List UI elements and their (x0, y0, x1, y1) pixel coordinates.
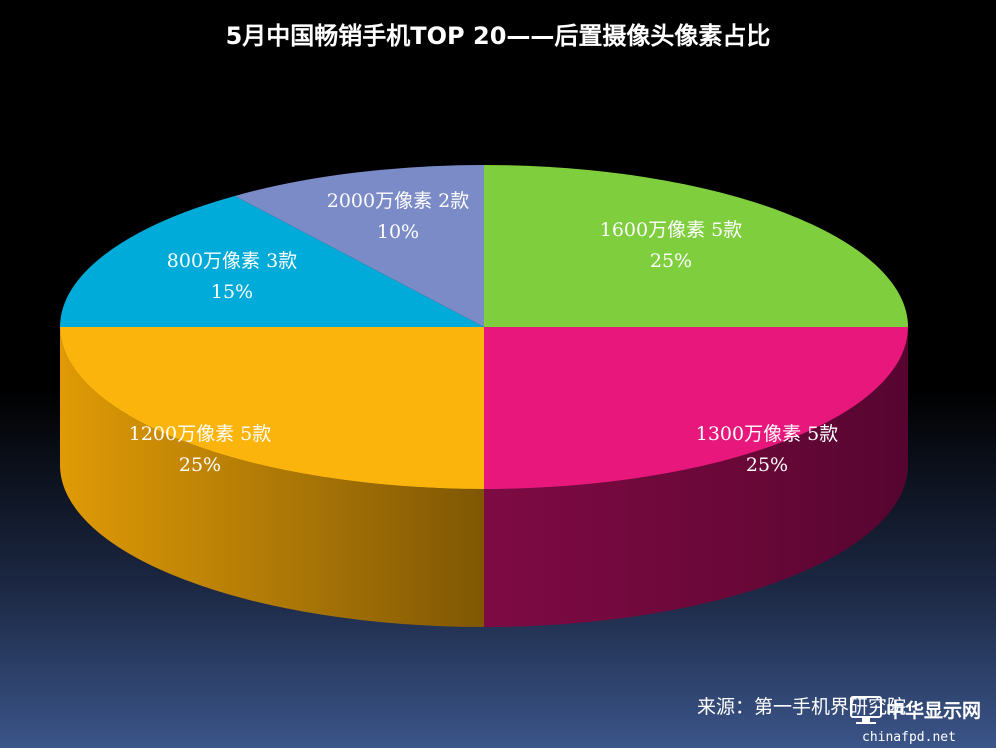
pie-slices (60, 165, 908, 489)
watermark-site: chinafpd.net (862, 730, 956, 745)
slice-percent: 25% (650, 250, 692, 272)
pie-sides (60, 327, 908, 627)
watermark-name: 中华显示网 (886, 699, 981, 722)
pie-slice-1 (484, 165, 908, 327)
slice-labels: 1600万像素 5款 25% 1300万像素 5款 25% 1200万像素 5款 25% 8… (129, 190, 838, 476)
slice-label: 2000万像素 2款 (327, 190, 469, 212)
pie-slice-5 (234, 165, 484, 327)
monitor-icon (850, 696, 882, 724)
pie-slice-4 (60, 195, 484, 327)
slice-percent: 25% (746, 454, 788, 476)
pie-side-3 (60, 327, 484, 627)
slice-label: 800万像素 3款 (167, 250, 297, 272)
pie-slice-3 (60, 327, 484, 489)
slice-percent: 10% (377, 221, 419, 243)
slice-percent: 25% (179, 454, 221, 476)
slice-label: 1300万像素 5款 (696, 423, 838, 445)
slice-label: 1200万像素 5款 (129, 423, 271, 445)
slice-label: 1600万像素 5款 (600, 219, 742, 241)
slice-percent: 15% (211, 281, 253, 303)
source-note: 来源：第一手机界研究院 (697, 696, 906, 718)
pie-side-2 (484, 327, 908, 627)
pie-slice-2 (484, 327, 908, 489)
chart-title: 5月中国畅销手机TOP 20——后置摄像头像素占比 (226, 22, 771, 50)
watermark-logo: 中华显示网 chinafpd.net (850, 696, 981, 745)
